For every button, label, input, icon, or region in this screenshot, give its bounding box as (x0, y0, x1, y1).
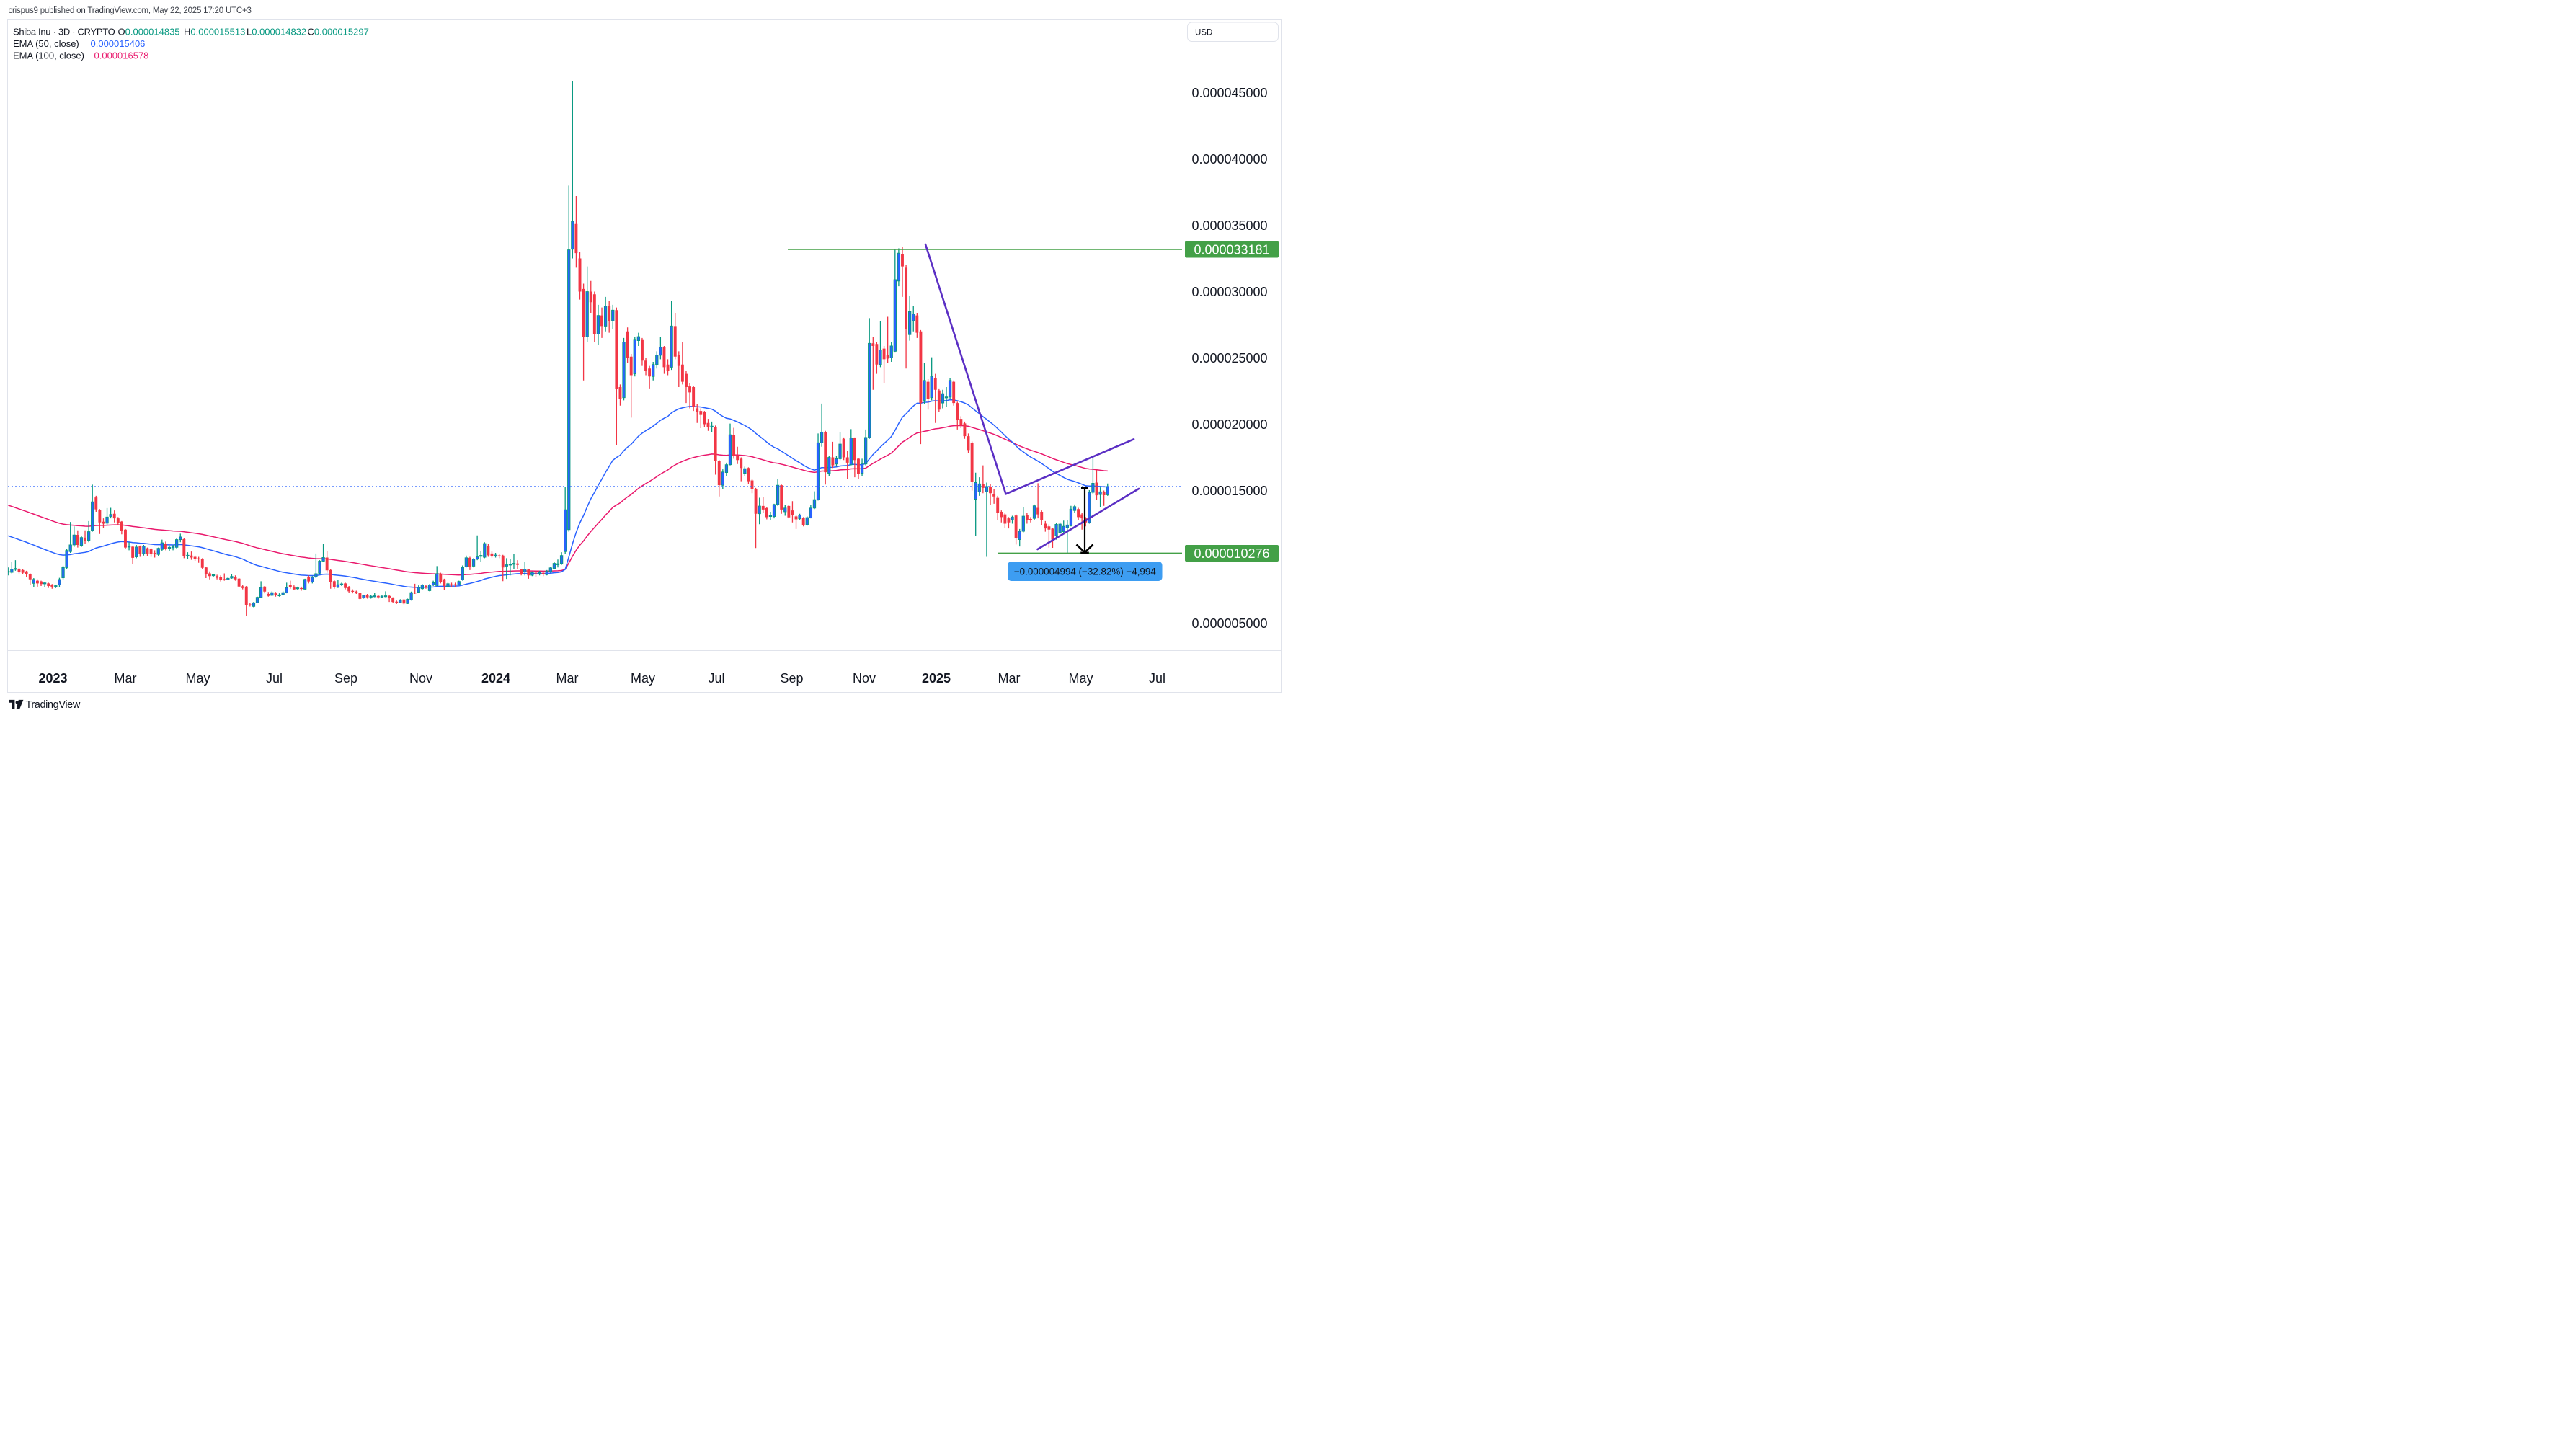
svg-text:0.000015406: 0.000015406 (91, 38, 146, 49)
svg-text:0.000040000: 0.000040000 (1191, 152, 1267, 167)
svg-text:May: May (631, 671, 655, 686)
svg-text:Nov: Nov (853, 671, 876, 686)
svg-text:0.000025000: 0.000025000 (1191, 351, 1267, 365)
svg-text:USD: USD (1195, 29, 1212, 37)
svg-text:Jul: Jul (266, 671, 283, 686)
svg-text:−0.000004994 (−32.82%) −4,994: −0.000004994 (−32.82%) −4,994 (1014, 567, 1156, 577)
svg-text:0.000033181: 0.000033181 (1194, 243, 1269, 257)
svg-text:crispus9 published on TradingV: crispus9 published on TradingView.com, M… (9, 6, 252, 15)
svg-text:2025: 2025 (922, 671, 951, 686)
svg-text:Jul: Jul (708, 671, 724, 686)
svg-text:TradingView: TradingView (26, 699, 81, 711)
svg-text:0.000015000: 0.000015000 (1191, 484, 1267, 498)
svg-text:2023: 2023 (38, 671, 67, 686)
svg-text:Sep: Sep (334, 671, 357, 686)
svg-text:2024: 2024 (481, 671, 510, 686)
svg-text:Nov: Nov (409, 671, 432, 686)
svg-text:Mar: Mar (556, 671, 579, 686)
svg-text:0.000035000: 0.000035000 (1191, 218, 1267, 233)
svg-text:L0.000014832: L0.000014832 (247, 27, 306, 37)
svg-text:May: May (185, 671, 210, 686)
svg-text:May: May (1068, 671, 1093, 686)
svg-text:0.000016578: 0.000016578 (94, 50, 149, 61)
svg-text:Jul: Jul (1149, 671, 1165, 686)
svg-text:C0.000015297: C0.000015297 (308, 27, 369, 37)
svg-text:O0.000014835: O0.000014835 (118, 27, 180, 37)
svg-text:0.000020000: 0.000020000 (1191, 417, 1267, 432)
svg-text:H0.000015513: H0.000015513 (184, 27, 245, 37)
svg-text:0.000005000: 0.000005000 (1191, 616, 1267, 631)
svg-text:0.000030000: 0.000030000 (1191, 285, 1267, 299)
svg-text:0.000010276: 0.000010276 (1194, 546, 1269, 561)
svg-text:Mar: Mar (115, 671, 137, 686)
svg-text:EMA (50, close): EMA (50, close) (13, 38, 79, 49)
svg-text:Shiba Inu · 3D · CRYPTO: Shiba Inu · 3D · CRYPTO (13, 27, 115, 37)
svg-text:Mar: Mar (998, 671, 1021, 686)
svg-text:0.000045000: 0.000045000 (1191, 86, 1267, 100)
svg-text:Sep: Sep (780, 671, 803, 686)
svg-text:EMA (100, close): EMA (100, close) (13, 50, 84, 61)
